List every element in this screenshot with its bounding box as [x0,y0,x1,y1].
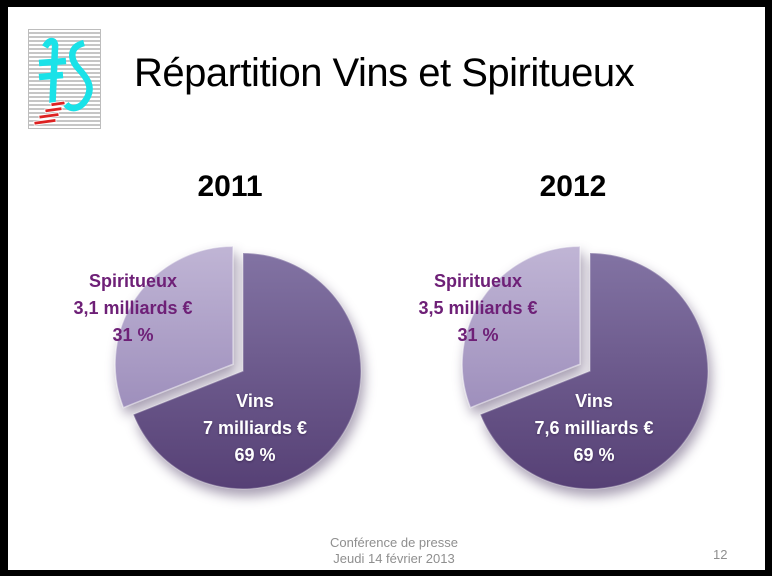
chart-title-2011: 2011 [197,170,263,203]
logo-letter-bar-mid [38,71,64,81]
slice-percent: 69 % [573,445,615,465]
vins-label-2012: Vins 7,6 milliards € 69 % [494,388,694,469]
pie-slice-vins [132,252,362,490]
slice-value: 3,1 milliards € [73,298,193,318]
logo-letter-s [63,39,93,112]
slice-percent: 69 % [234,445,276,465]
slice-value: 7 milliards € [202,418,308,438]
slice-value: 7,6 milliards € [534,418,654,438]
logo-letter-bar-top [38,57,67,67]
slide: Répartition Vins et Spiritueux 2011 Spir… [8,7,765,570]
logo-letter-stem [42,37,59,104]
slice-name: Vins [236,391,274,411]
slice-name: Spiritueux [433,271,522,291]
slice-value: 3,5 milliards € [418,298,538,318]
page-number: 12 [713,547,728,562]
pie-chart-2012 [461,245,709,490]
slide-title: Répartition Vins et Spiritueux [134,51,635,95]
pie-slice-spiritueux [461,245,581,409]
footer-line1: Conférence de presse [330,535,458,550]
footer-line2: Jeudi 14 février 2013 [333,551,455,566]
logo-red-steps [33,100,66,126]
vins-label-2011: Vins 7 milliards € 69 % [155,388,355,469]
slice-name: Vins [575,391,613,411]
slice-percent: 31 % [457,325,499,345]
chart-title-2012: 2012 [539,170,607,203]
slice-percent: 31 % [112,325,154,345]
pie-slice-vins [479,252,709,490]
slice-name: Spiritueux [88,271,177,291]
spiritueux-label-2011: Spiritueux 3,1 milliards € 31 % [33,268,233,349]
slide-footer: Conférence de presse Jeudi 14 février 20… [294,535,494,567]
fevs-logo-graphic [33,37,93,126]
pie-slice-spiritueux [114,245,234,409]
spiritueux-label-2012: Spiritueux 3,5 milliards € 31 % [378,268,578,349]
fevs-logo [28,29,101,129]
pie-chart-2011 [114,245,362,490]
